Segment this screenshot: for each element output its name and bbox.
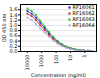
svg-text:1.6: 1.6: [10, 6, 18, 12]
svg-text:1.2: 1.2: [10, 17, 18, 23]
svg-text:0.8: 0.8: [10, 27, 18, 33]
svg-text:RF16061: RF16061: [72, 4, 95, 11]
svg-text:RF16064: RF16064: [73, 22, 95, 28]
svg-text:1: 1: [81, 55, 87, 58]
svg-text:0.0: 0.0: [10, 48, 18, 54]
svg-text:1000: 1000: [38, 55, 44, 68]
svg-text:RF16063: RF16063: [72, 16, 95, 23]
svg-text:1.0: 1.0: [10, 22, 18, 28]
svg-text:0.2: 0.2: [10, 43, 18, 49]
svg-text:Concentration (ng/ml): Concentration (ng/ml): [31, 72, 86, 78]
svg-text:100: 100: [53, 55, 59, 65]
svg-text:10: 10: [67, 55, 73, 61]
svg-text:RF16062: RF16062: [72, 10, 95, 17]
svg-text:OD 450 nm: OD 450 nm: [1, 14, 7, 43]
svg-text:0.6: 0.6: [10, 32, 18, 38]
svg-text:10000: 10000: [24, 55, 30, 71]
svg-text:1.4: 1.4: [10, 12, 18, 18]
svg-text:0.4: 0.4: [10, 38, 18, 44]
